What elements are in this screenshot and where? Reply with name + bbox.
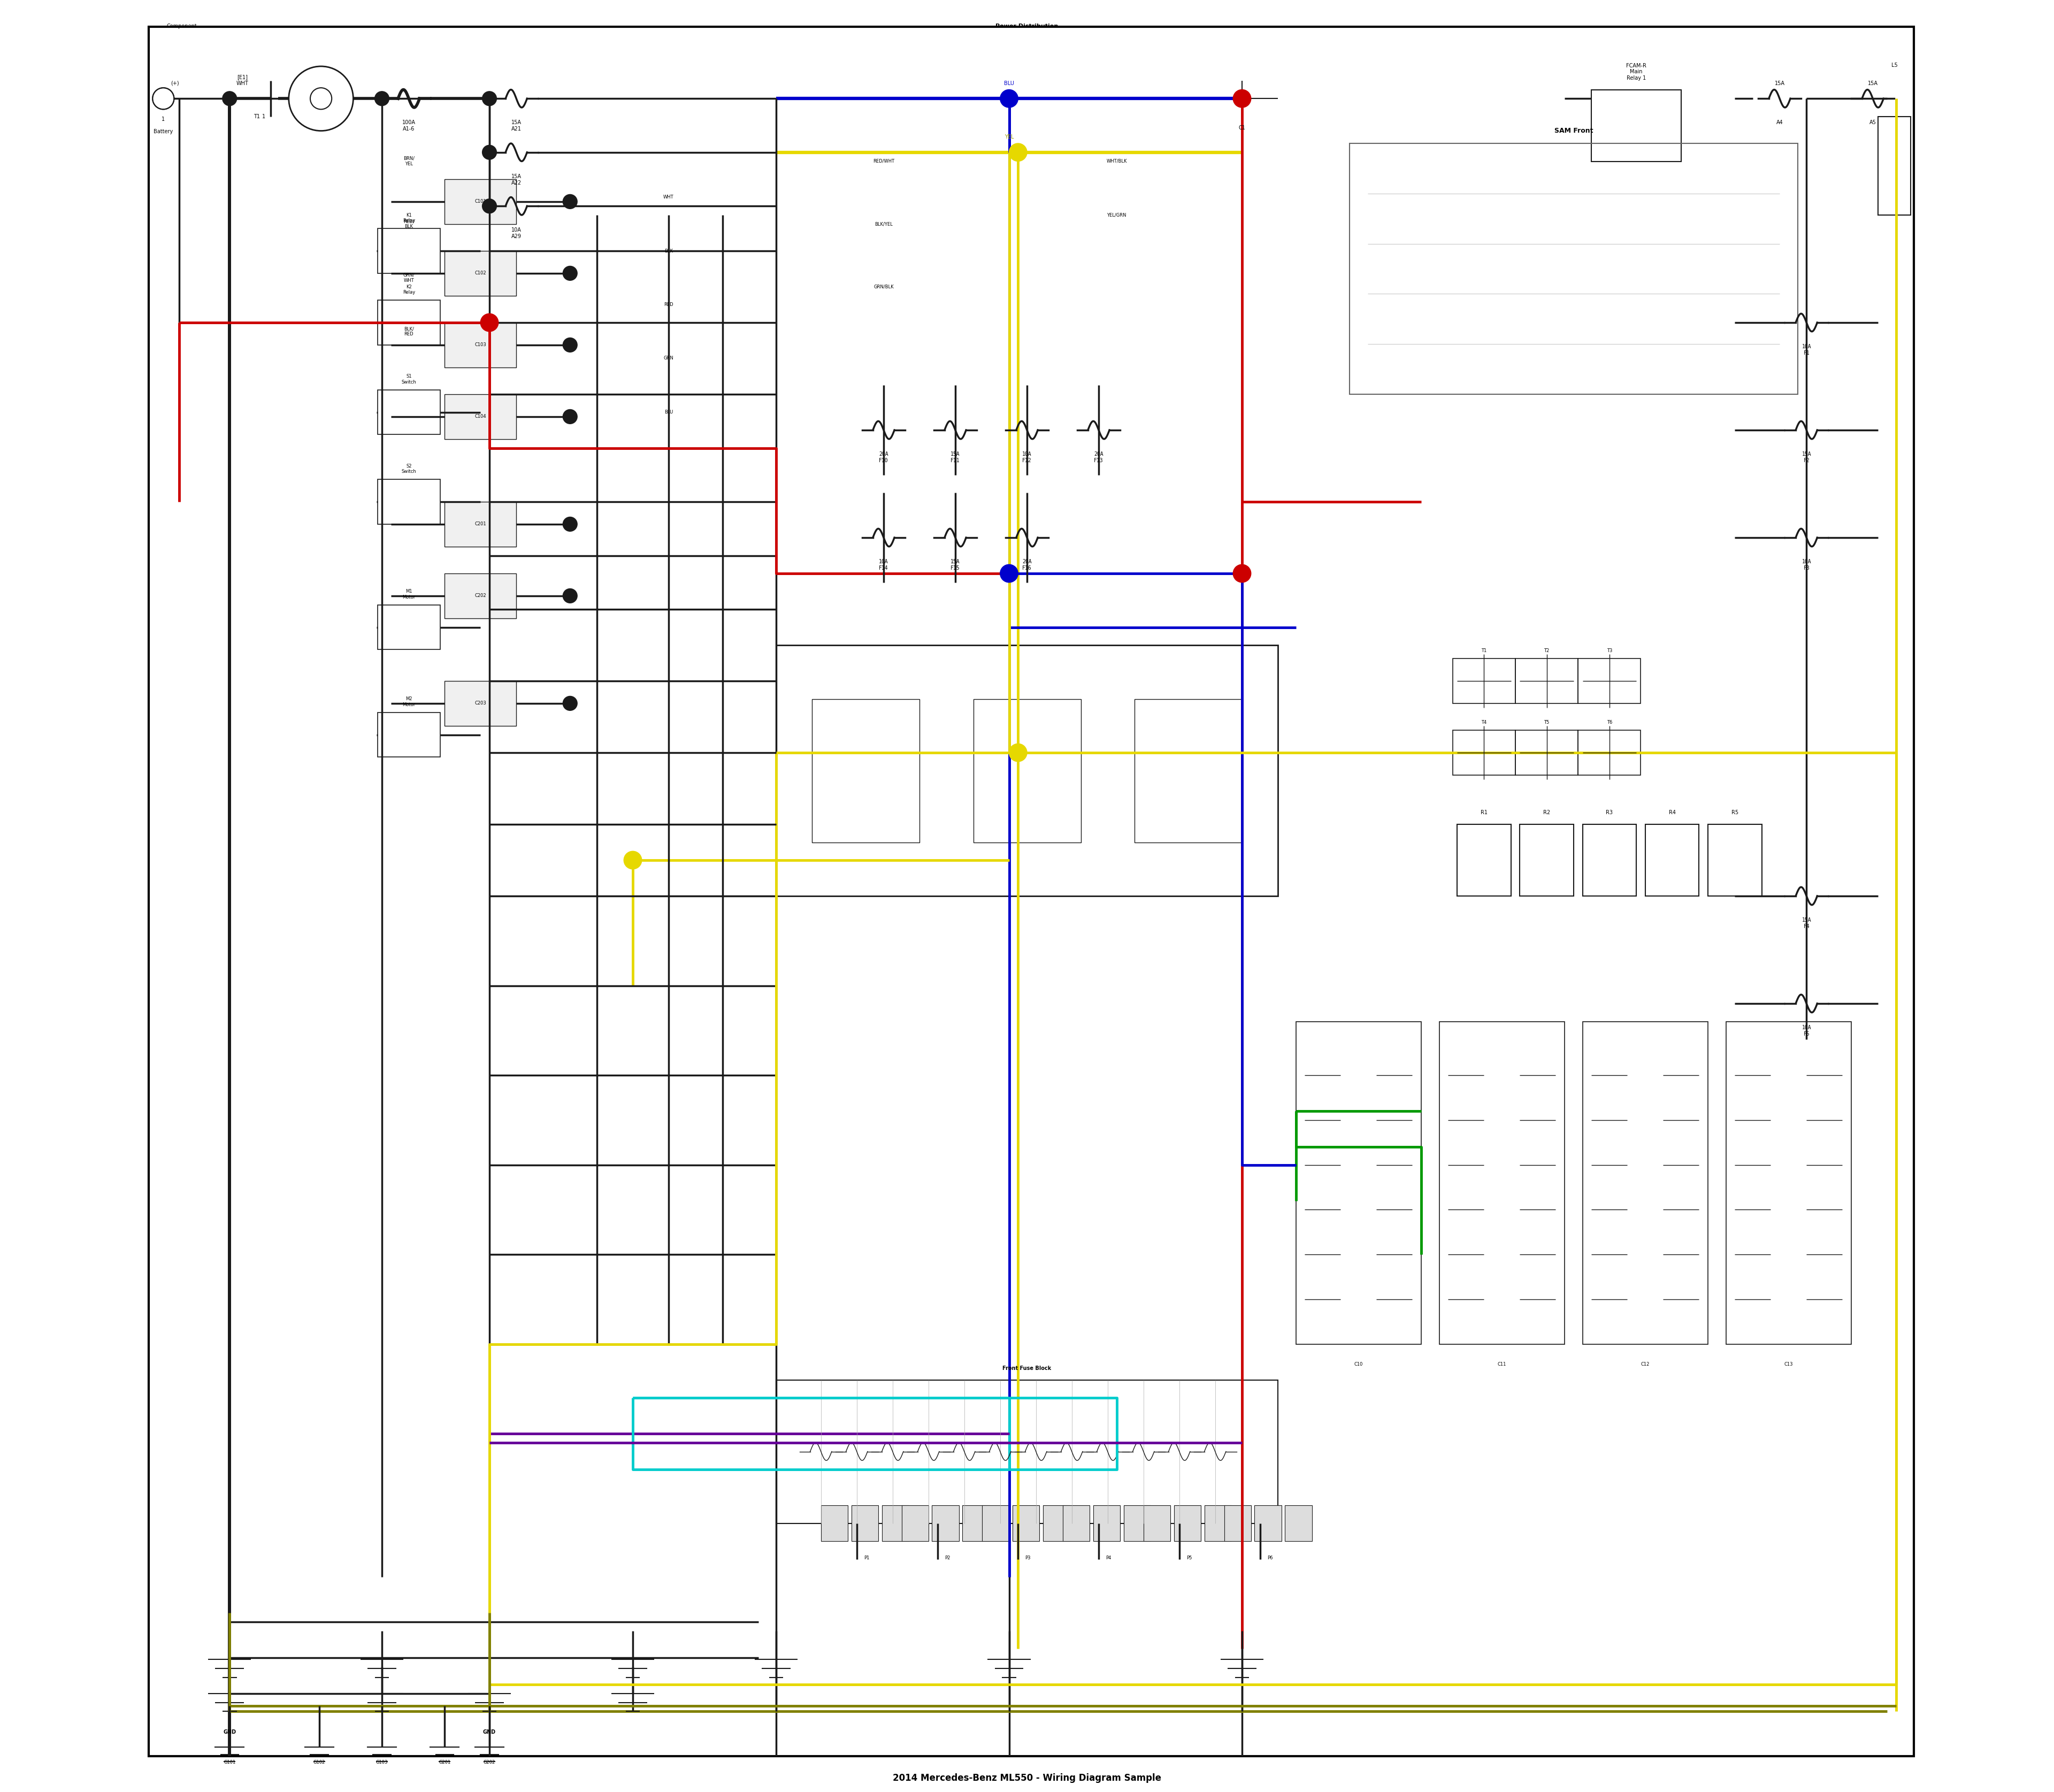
Text: 15A
A22: 15A A22 bbox=[511, 174, 522, 185]
Text: BRN/
YEL: BRN/ YEL bbox=[403, 156, 415, 167]
Circle shape bbox=[1232, 90, 1251, 108]
Text: Component: Component bbox=[166, 23, 197, 29]
Bar bbox=[1124, 1505, 1150, 1541]
Circle shape bbox=[1234, 91, 1249, 106]
Text: 15A
F15: 15A F15 bbox=[951, 559, 959, 570]
Bar bbox=[1577, 731, 1641, 774]
Circle shape bbox=[563, 409, 577, 425]
Circle shape bbox=[222, 91, 236, 106]
Text: WHT/BLK: WHT/BLK bbox=[1107, 159, 1128, 163]
Bar bbox=[822, 1505, 848, 1541]
Text: C1: C1 bbox=[1239, 125, 1245, 131]
Text: 10A
F1: 10A F1 bbox=[1801, 344, 1812, 355]
Text: M2
Motor: M2 Motor bbox=[403, 697, 415, 708]
Text: P3: P3 bbox=[1025, 1555, 1031, 1561]
Text: GRN/
WHT: GRN/ WHT bbox=[403, 272, 415, 283]
Text: A4: A4 bbox=[1777, 120, 1783, 125]
Text: 10A
F12: 10A F12 bbox=[1023, 452, 1031, 462]
Text: 100A
A1-6: 100A A1-6 bbox=[403, 120, 415, 131]
Circle shape bbox=[624, 851, 641, 869]
Text: C12: C12 bbox=[1641, 1362, 1649, 1367]
Bar bbox=[444, 573, 516, 618]
Bar bbox=[1255, 1505, 1282, 1541]
Bar bbox=[444, 681, 516, 726]
Text: 20A
F13: 20A F13 bbox=[1095, 452, 1103, 462]
Text: 1: 1 bbox=[261, 115, 265, 118]
Text: [E1]
WHT: [E1] WHT bbox=[236, 75, 249, 86]
Text: P2: P2 bbox=[945, 1555, 951, 1561]
Bar bbox=[444, 323, 516, 367]
Text: K1
Relay: K1 Relay bbox=[403, 213, 415, 224]
Bar bbox=[1645, 824, 1699, 896]
Circle shape bbox=[1000, 90, 1019, 108]
Text: C102: C102 bbox=[474, 271, 487, 276]
Text: P5: P5 bbox=[1187, 1555, 1191, 1561]
Text: G202: G202 bbox=[483, 1760, 495, 1765]
Text: G102: G102 bbox=[314, 1760, 325, 1765]
Bar bbox=[852, 1505, 879, 1541]
Bar bbox=[444, 502, 516, 547]
Text: C203: C203 bbox=[474, 701, 487, 706]
Text: 15A: 15A bbox=[1867, 81, 1877, 86]
Bar bbox=[1286, 1505, 1313, 1541]
Bar bbox=[444, 251, 516, 296]
Text: C101: C101 bbox=[474, 199, 487, 204]
Text: T3: T3 bbox=[1606, 649, 1612, 654]
Bar bbox=[1144, 1505, 1171, 1541]
Bar bbox=[811, 699, 920, 842]
Text: 15A
A21: 15A A21 bbox=[511, 120, 522, 131]
Bar bbox=[444, 394, 516, 439]
Text: RED/WHT: RED/WHT bbox=[873, 159, 893, 163]
Bar bbox=[1452, 731, 1516, 774]
Bar bbox=[982, 1505, 1009, 1541]
Text: BLK/YEL: BLK/YEL bbox=[875, 222, 893, 226]
Bar bbox=[1456, 824, 1512, 896]
Bar bbox=[378, 606, 440, 650]
Text: GRN/BLK: GRN/BLK bbox=[873, 285, 893, 289]
Text: GND: GND bbox=[224, 1729, 236, 1735]
Text: YEL: YEL bbox=[1004, 134, 1015, 140]
Bar bbox=[1134, 699, 1243, 842]
Bar bbox=[1296, 1021, 1421, 1344]
Circle shape bbox=[483, 145, 497, 159]
Bar bbox=[1440, 1021, 1565, 1344]
Bar bbox=[776, 1380, 1278, 1523]
Text: P4: P4 bbox=[1105, 1555, 1111, 1561]
Text: 10A
A29: 10A A29 bbox=[511, 228, 522, 238]
Text: S1
Switch: S1 Switch bbox=[401, 375, 417, 385]
Text: WHT: WHT bbox=[663, 195, 674, 199]
Text: G103: G103 bbox=[376, 1760, 388, 1765]
Bar bbox=[1093, 1505, 1119, 1541]
Text: 10A
F5: 10A F5 bbox=[1801, 1025, 1812, 1036]
Text: A5: A5 bbox=[1869, 120, 1875, 125]
Bar bbox=[1224, 1505, 1251, 1541]
Text: T1: T1 bbox=[1481, 649, 1487, 654]
Bar bbox=[1043, 1505, 1070, 1541]
Circle shape bbox=[483, 199, 497, 213]
Circle shape bbox=[483, 91, 497, 106]
Text: 15A
F2: 15A F2 bbox=[1801, 452, 1812, 462]
Bar bbox=[963, 1505, 990, 1541]
Bar bbox=[378, 391, 440, 434]
Text: 15A
F11: 15A F11 bbox=[951, 452, 959, 462]
Text: S2
Switch: S2 Switch bbox=[401, 464, 417, 475]
Text: 20A
F10: 20A F10 bbox=[879, 452, 889, 462]
Text: 15A
F4: 15A F4 bbox=[1801, 918, 1812, 928]
Text: BLK: BLK bbox=[663, 249, 674, 253]
Circle shape bbox=[563, 697, 577, 711]
Text: C13: C13 bbox=[1785, 1362, 1793, 1367]
Text: 20A
F16: 20A F16 bbox=[1023, 559, 1031, 570]
Text: BLU: BLU bbox=[1004, 81, 1015, 86]
Text: GRN: GRN bbox=[663, 357, 674, 360]
Circle shape bbox=[1000, 564, 1019, 582]
Bar bbox=[1582, 1021, 1709, 1344]
Bar bbox=[1452, 658, 1516, 702]
Bar bbox=[378, 478, 440, 523]
Text: R4: R4 bbox=[1668, 810, 1676, 815]
Text: R3: R3 bbox=[1606, 810, 1612, 815]
Bar bbox=[1582, 824, 1637, 896]
Bar bbox=[1577, 658, 1641, 702]
Bar bbox=[1013, 1505, 1039, 1541]
Text: T5: T5 bbox=[1545, 720, 1549, 726]
Text: 10A
F3: 10A F3 bbox=[1801, 559, 1812, 570]
